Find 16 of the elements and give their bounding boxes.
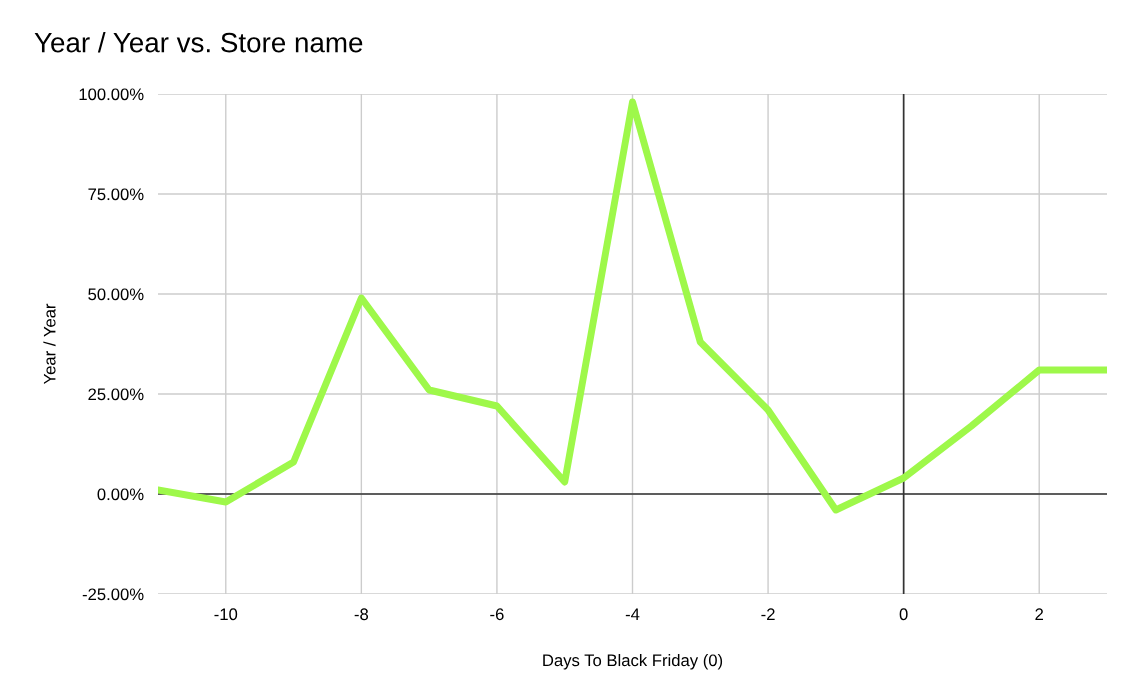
- x-tick-label: -4: [625, 608, 640, 620]
- x-tick-label: 0: [899, 608, 908, 621]
- x-tick-label: 2: [1035, 608, 1044, 620]
- y-tick-label: 75.00%: [88, 188, 144, 201]
- x-axis-title: Days To Black Friday (0): [543, 653, 723, 670]
- y-tick-label: 100.00%: [79, 88, 144, 101]
- x-tick-label: -10: [214, 608, 238, 621]
- y-tick-label: -25.00%: [82, 588, 144, 601]
- y-tick-label: 0.00%: [97, 488, 144, 501]
- y-axis-title: Year / Year: [43, 303, 56, 385]
- y-tick-label: 25.00%: [88, 388, 144, 401]
- chart-title: Year / Year vs. Store name: [34, 32, 363, 53]
- x-tick-label: -6: [490, 608, 504, 621]
- y-tick-label: 50.00%: [88, 288, 144, 301]
- x-tick-label: -8: [354, 608, 369, 621]
- x-tick-label: -2: [761, 608, 775, 620]
